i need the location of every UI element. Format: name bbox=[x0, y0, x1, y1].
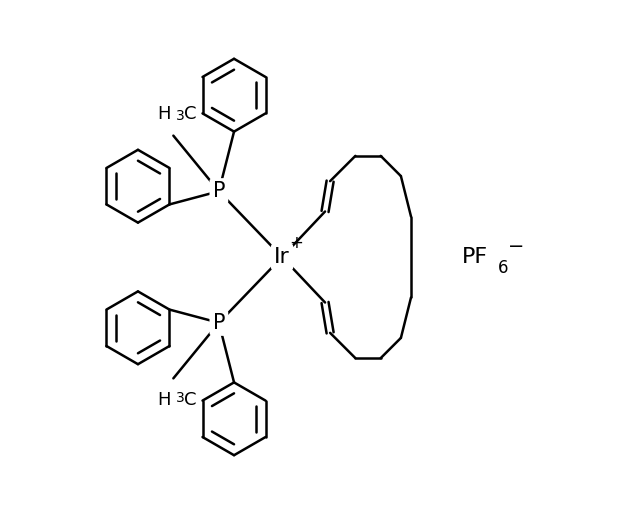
Text: 6: 6 bbox=[498, 259, 509, 277]
Text: 3: 3 bbox=[176, 109, 184, 123]
Text: H: H bbox=[157, 105, 171, 123]
Text: P: P bbox=[212, 181, 225, 201]
Text: −: − bbox=[508, 237, 525, 256]
Text: P: P bbox=[212, 313, 225, 333]
Text: Ir: Ir bbox=[274, 247, 290, 267]
Text: H: H bbox=[157, 391, 171, 409]
Text: C: C bbox=[184, 105, 197, 123]
Text: C: C bbox=[184, 391, 197, 409]
Text: PF: PF bbox=[461, 247, 488, 267]
Text: 3: 3 bbox=[176, 391, 184, 405]
Text: +: + bbox=[289, 234, 303, 252]
